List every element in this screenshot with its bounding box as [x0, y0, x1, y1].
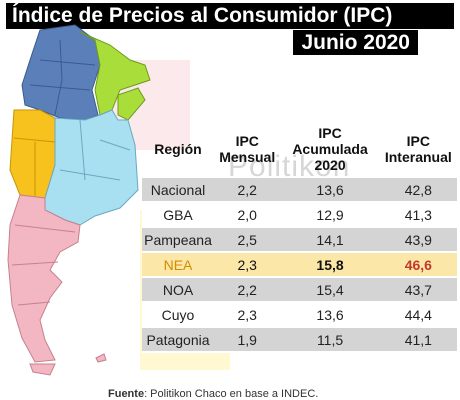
interanual-cell: 43,7: [379, 277, 457, 303]
interanual-cell: 46,6: [379, 252, 457, 278]
table-row: Cuyo 2,3 13,6 44,4: [142, 302, 457, 328]
region-cell: Nacional: [142, 178, 214, 203]
region-cell: NOA: [142, 277, 214, 303]
mensual-cell: 2,3: [214, 302, 281, 328]
table-row-highlighted: NEA 2,3 15,8 46,6: [142, 252, 457, 278]
acumulada-cell: 13,6: [280, 302, 380, 328]
acumulada-cell: 11,5: [280, 327, 380, 353]
region-cell: Pampeana: [142, 227, 214, 253]
region-cell: NEA: [142, 252, 214, 278]
column-header-acumulada: IPC Acumulada 2020: [292, 125, 368, 173]
ipc-table: Región IPC Mensual IPC Acumulada 2020 IP…: [142, 120, 457, 353]
interanual-cell: 41,3: [379, 202, 457, 228]
map-region-pampeana: [44, 109, 139, 226]
mensual-cell: 2,0: [214, 202, 281, 228]
map-region-cuyo: [9, 109, 56, 199]
watermark: Politikon: [228, 150, 351, 183]
region-cell: GBA: [142, 202, 214, 228]
table-row: GBA 2,0 12,9 41,3: [142, 202, 457, 228]
table-row: Patagonia 1,9 11,5 41,1: [142, 327, 457, 353]
mensual-cell: 2,5: [214, 227, 281, 253]
column-header-mensual: IPC Mensual: [219, 133, 276, 165]
interanual-cell: 41,1: [379, 327, 457, 353]
table-row: NOA 2,2 15,4 43,7: [142, 277, 457, 303]
interanual-cell: 44,4: [379, 302, 457, 328]
source-label: Fuente: [108, 388, 145, 400]
mensual-cell: 2,2: [214, 277, 281, 303]
acumulada-cell: 15,4: [280, 277, 380, 303]
mensual-cell: 1,9: [214, 327, 281, 353]
acumulada-cell: 12,9: [280, 202, 380, 228]
table-row: Nacional 2,2 13,6 42,8: [142, 178, 457, 203]
page-subtitle: Junio 2020: [293, 30, 418, 55]
source-note: Fuente: Politikon Chaco en base a INDEC.: [108, 388, 318, 400]
page-title: Índice de Precios al Consumidor (IPC): [6, 3, 454, 29]
map-region-nea: [79, 31, 151, 116]
column-header-region: Región: [154, 141, 202, 157]
source-text: : Politikon Chaco en base a INDEC.: [144, 388, 319, 400]
table-header-row: Región IPC Mensual IPC Acumulada 2020 IP…: [142, 120, 457, 178]
map-region-patagonia: [7, 194, 81, 363]
map-region-noa: [21, 24, 101, 121]
acumulada-cell: 14,1: [280, 227, 380, 253]
region-cell: Patagonia: [142, 327, 214, 353]
table-row: Pampeana 2,5 14,1 43,9: [142, 227, 457, 253]
mensual-cell: 2,3: [214, 252, 281, 278]
interanual-cell: 43,9: [379, 227, 457, 253]
interanual-cell: 42,8: [379, 178, 457, 203]
acumulada-cell: 15,8: [280, 252, 380, 278]
acumulada-cell: 13,6: [280, 178, 380, 203]
column-header-interanual: IPC Interanual: [384, 133, 452, 165]
argentina-region-map: [7, 24, 151, 376]
mensual-cell: 2,2: [214, 178, 281, 203]
region-cell: Cuyo: [142, 302, 214, 328]
